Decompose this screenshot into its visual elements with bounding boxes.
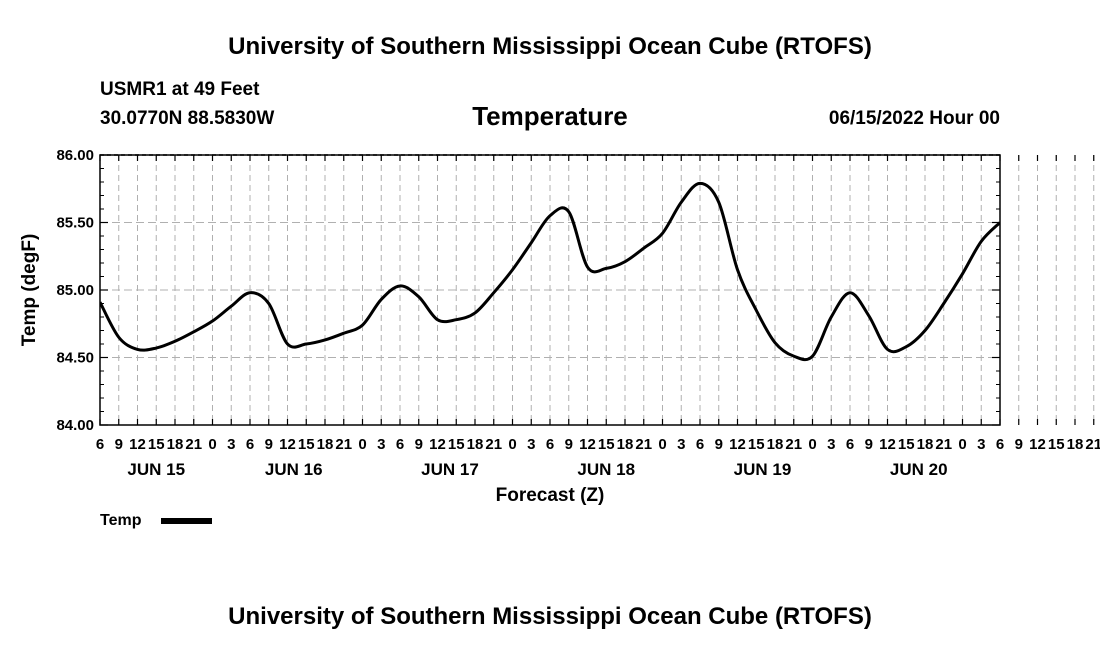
x-tick-label: 21 <box>635 436 652 453</box>
datetime-label: 06/15/2022 Hour 00 <box>829 108 1000 129</box>
series-line-temp <box>100 181 1000 362</box>
x-tick-label: 21 <box>935 436 952 453</box>
x-tick-label: 15 <box>748 436 765 453</box>
x-tick-label: 15 <box>598 436 615 453</box>
x-tick-label: 3 <box>677 436 685 453</box>
x-tick-label: 12 <box>279 436 296 453</box>
x-axis-title: Forecast (Z) <box>496 485 605 506</box>
x-tick-label: 12 <box>879 436 896 453</box>
x-tick-label: 0 <box>508 436 516 453</box>
x-tick-label: 15 <box>898 436 915 453</box>
x-tick-label: 18 <box>767 436 784 453</box>
x-tick-label: 18 <box>917 436 934 453</box>
series-layer <box>100 181 1000 362</box>
x-tick-label: 0 <box>358 436 366 453</box>
y-axis-title: Temp (degF) <box>19 234 40 347</box>
station-label: USMR1 at 49 Feet <box>100 79 260 100</box>
y-tick-label: 85.00 <box>56 282 94 299</box>
x-tick-label: 3 <box>827 436 835 453</box>
x-tick-label: 6 <box>696 436 704 453</box>
x-tick-label: 18 <box>1067 436 1084 453</box>
x-tick-label: 12 <box>429 436 446 453</box>
legend: Temp <box>100 512 212 529</box>
legend-label: Temp <box>100 512 142 529</box>
x-tick-label: 6 <box>846 436 854 453</box>
x-tick-label: 3 <box>977 436 985 453</box>
x-tick-label: 9 <box>1015 436 1023 453</box>
x-tick-label: 6 <box>546 436 554 453</box>
chart-main-title: University of Southern Mississippi Ocean… <box>228 33 872 60</box>
y-tick-label: 84.00 <box>56 417 94 434</box>
x-tick-label: 9 <box>415 436 423 453</box>
x-tick-label: 21 <box>485 436 502 453</box>
x-tick-label: 6 <box>96 436 104 453</box>
day-label: JUN 19 <box>734 460 792 479</box>
x-tick-label: 18 <box>317 436 334 453</box>
x-tick-label: 12 <box>1029 436 1046 453</box>
location-label: 30.0770N 88.5830W <box>100 108 274 129</box>
y-tick-label: 86.00 <box>56 147 94 164</box>
x-tick-label: 0 <box>958 436 966 453</box>
x-tick-label: 21 <box>335 436 352 453</box>
x-tick-label: 15 <box>148 436 165 453</box>
x-tick-label: 12 <box>729 436 746 453</box>
x-tick-label: 0 <box>808 436 816 453</box>
x-tick-label: 9 <box>115 436 123 453</box>
x-tick-label: 15 <box>1048 436 1065 453</box>
x-tick-label: 6 <box>396 436 404 453</box>
x-tick-label: 3 <box>377 436 385 453</box>
y-tick-label: 85.50 <box>56 215 94 232</box>
x-tick-label: 21 <box>185 436 202 453</box>
grid-lines <box>100 155 1095 425</box>
x-tick-label: 15 <box>448 436 465 453</box>
x-tick-label: 15 <box>298 436 315 453</box>
x-tick-label: 21 <box>785 436 802 453</box>
x-tick-label: 6 <box>996 436 1004 453</box>
day-label: JUN 15 <box>127 460 185 479</box>
x-tick-label: 21 <box>1085 436 1100 453</box>
x-tick-label: 12 <box>579 436 596 453</box>
axes: 6 9 12 15 18 21 0 3 6 9 12 15 18 21 0 3 6 9 12 15 18 21 0 3 6 9 12… <box>56 147 1100 479</box>
footer-title: University of Southern Mississippi Ocean… <box>228 603 872 630</box>
x-tick-label: 9 <box>715 436 723 453</box>
x-tick-label: 9 <box>865 436 873 453</box>
x-tick-label: 3 <box>527 436 535 453</box>
x-tick-label: 9 <box>265 436 273 453</box>
day-label: JUN 18 <box>577 460 635 479</box>
x-tick-label: 0 <box>208 436 216 453</box>
x-tick-label: 18 <box>617 436 634 453</box>
variable-title: Temperature <box>472 101 628 131</box>
x-tick-label: 12 <box>129 436 146 453</box>
x-tick-label: 18 <box>467 436 484 453</box>
x-tick-label: 0 <box>658 436 666 453</box>
day-label: JUN 20 <box>890 460 948 479</box>
x-tick-label: 9 <box>565 436 573 453</box>
x-tick-label: 6 <box>246 436 254 453</box>
x-tick-label: 18 <box>167 436 184 453</box>
day-label: JUN 16 <box>265 460 323 479</box>
x-tick-label: 3 <box>227 436 235 453</box>
day-label: JUN 17 <box>421 460 479 479</box>
y-tick-label: 84.50 <box>56 350 94 367</box>
